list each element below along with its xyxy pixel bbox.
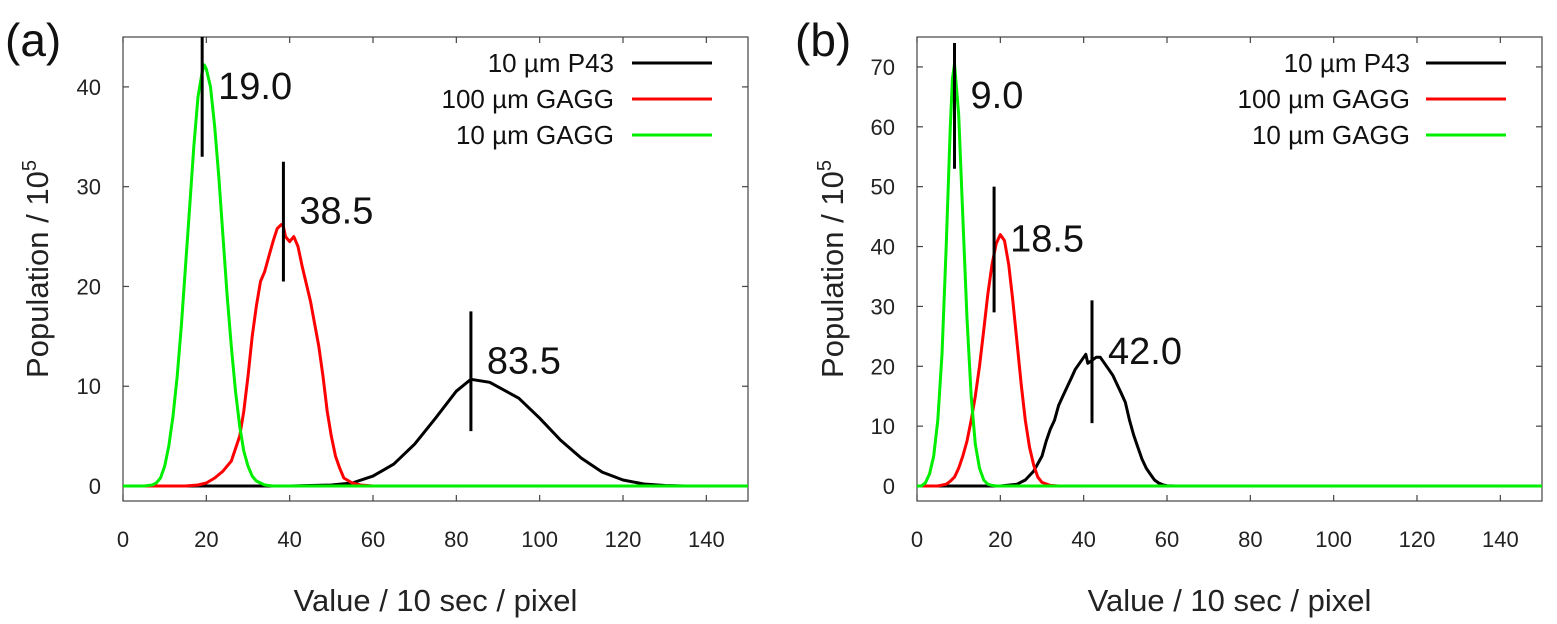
panel-a-y-axis-title: Population / 105: [19, 160, 55, 378]
panel-a-y-tick-label: 40: [77, 75, 101, 100]
panel-b-legend-label-0: 10 µm P43: [1284, 48, 1410, 78]
panel-a-x-tick-label: 80: [444, 527, 468, 552]
panel-b-x-tick-label: 100: [1315, 527, 1352, 552]
panel-b-label: (b): [795, 14, 851, 66]
panel-b-legend-label-1: 100 µm GAGG: [1238, 84, 1410, 114]
panel-a-x-tick-label: 140: [688, 527, 725, 552]
panel-a-peak-label-2: 83.5: [487, 340, 561, 382]
panel-b-peak-label-0: 9.0: [971, 75, 1024, 117]
panel-b-x-tick-label: 40: [1071, 527, 1095, 552]
panel-a-legend-label-1: 100 µm GAGG: [442, 84, 614, 114]
panel-b-series-line-0: [917, 352, 1542, 488]
panel-a-plot-frame: [122, 36, 749, 502]
panel-b-y-tick-label: 20: [871, 354, 895, 379]
panel-a-y-axis-title-exponent: 5: [19, 160, 41, 171]
panel-a-x-tick-label: 20: [194, 527, 218, 552]
panel-b-x-tick-label: 120: [1399, 527, 1436, 552]
panel-b-peak-label-1: 18.5: [1010, 219, 1084, 261]
panel-a-x-tick-label: 100: [521, 527, 558, 552]
panel-a-y-tick-label: 20: [77, 274, 101, 299]
panel-b-chart: 0 20 40 60 80 100 120 140 0 10 20 30 40 50 60 70 Value /…: [795, 14, 1543, 618]
panel-b-y-axis-title: Population / 105: [814, 160, 850, 378]
panel-a-x-axis-title: Value / 10 sec / pixel: [294, 583, 578, 618]
panel-a-x-tick-label: 40: [277, 527, 301, 552]
panel-a-label: (a): [5, 14, 61, 66]
panel-b-x-tick-label: 60: [1155, 527, 1179, 552]
panel-b-x-tick-label: 80: [1238, 527, 1262, 552]
panel-a-peak-label-1: 38.5: [299, 191, 373, 233]
panel-b-x-tick-label: 20: [988, 527, 1012, 552]
panel-b-legend-label-2: 10 µm GAGG: [1252, 120, 1410, 150]
panel-b-y-tick-label: 40: [871, 235, 895, 260]
panel-a-series-line-1: [123, 223, 748, 488]
panel-a-legend-label-2: 10 µm GAGG: [456, 120, 614, 150]
panel-b-peak-label-2: 42.0: [1108, 331, 1182, 373]
panel-b-y-tick-label: 30: [871, 294, 895, 319]
panel-b-x-tick-label: 0: [911, 527, 923, 552]
panel-b-y-axis-title-main: Population / 10: [815, 171, 850, 378]
panel-b-series-line-2: [917, 62, 1542, 488]
panel-a-x-tick-label: 0: [117, 527, 129, 552]
panel-a-y-axis-title-main: Population / 10: [20, 171, 55, 378]
panel-a-peak-label-0: 19.0: [218, 66, 292, 108]
panel-a-legend-label-0: 10 µm P43: [488, 48, 614, 78]
panel-a-series-line-2: [123, 63, 748, 488]
panel-a-x-tick-label: 120: [605, 527, 642, 552]
panel-b-y-tick-label: 50: [871, 175, 895, 200]
panel-b-plot-frame: [916, 36, 1543, 502]
panel-a-series-line-0: [123, 377, 748, 488]
panel-b-y-tick-label: 0: [883, 474, 895, 499]
panel-b-series-line-1: [917, 233, 1542, 488]
panel-a-chart: 0 20 40 60 80 100 120 140 0 10 20 30 40 Value / 10 se…: [5, 14, 749, 618]
panel-b-y-tick-label: 70: [871, 55, 895, 80]
panel-a-x-tick-label: 60: [361, 527, 385, 552]
panel-a-y-tick-label: 30: [77, 175, 101, 200]
panel-a-y-tick-label: 10: [77, 374, 101, 399]
panel-b-x-axis-title: Value / 10 sec / pixel: [1088, 583, 1372, 618]
panel-b-y-axis-title-exponent: 5: [814, 160, 836, 171]
panel-b-y-tick-label: 60: [871, 115, 895, 140]
panel-a-y-tick-label: 0: [89, 474, 101, 499]
panel-b-x-tick-label: 140: [1482, 527, 1519, 552]
panel-b-y-tick-label: 10: [871, 414, 895, 439]
